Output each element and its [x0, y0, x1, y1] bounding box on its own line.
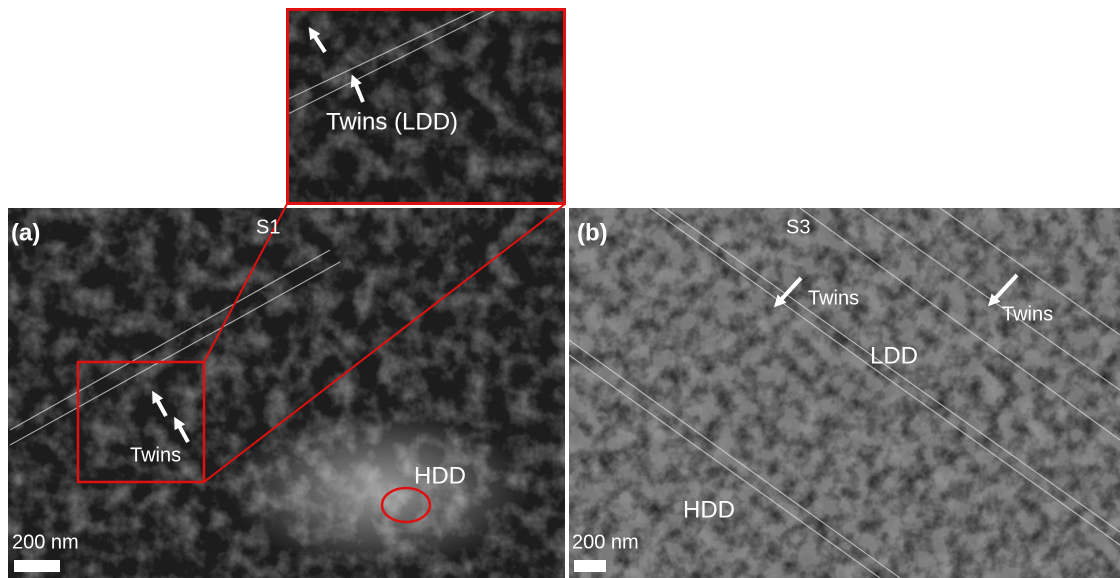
panel-a-image: [8, 208, 565, 578]
scale-bar: [574, 560, 606, 572]
annotation: Twins: [130, 444, 181, 466]
panel-label: (a): [11, 219, 40, 246]
annotation: HDD: [683, 496, 735, 523]
annotation: Twins: [808, 287, 859, 309]
sample-label: S1: [256, 216, 280, 238]
annotation: HDD: [414, 462, 466, 489]
sample-label: S3: [786, 216, 810, 238]
figure: (a) S1 Twins HDD 200 nm (b) S3 Twins Twi…: [0, 0, 1120, 578]
scale-label: 200 nm: [12, 531, 79, 553]
annotation: Twins: [1002, 303, 1053, 325]
annotation: Twins (LDD): [326, 108, 458, 135]
annotation: LDD: [870, 342, 918, 369]
inset-image: [286, 8, 566, 205]
scale-bar: [14, 560, 60, 572]
scale-label: 200 nm: [572, 531, 639, 553]
panel-b-image: [569, 208, 1120, 578]
panel-label: (b): [577, 219, 608, 246]
